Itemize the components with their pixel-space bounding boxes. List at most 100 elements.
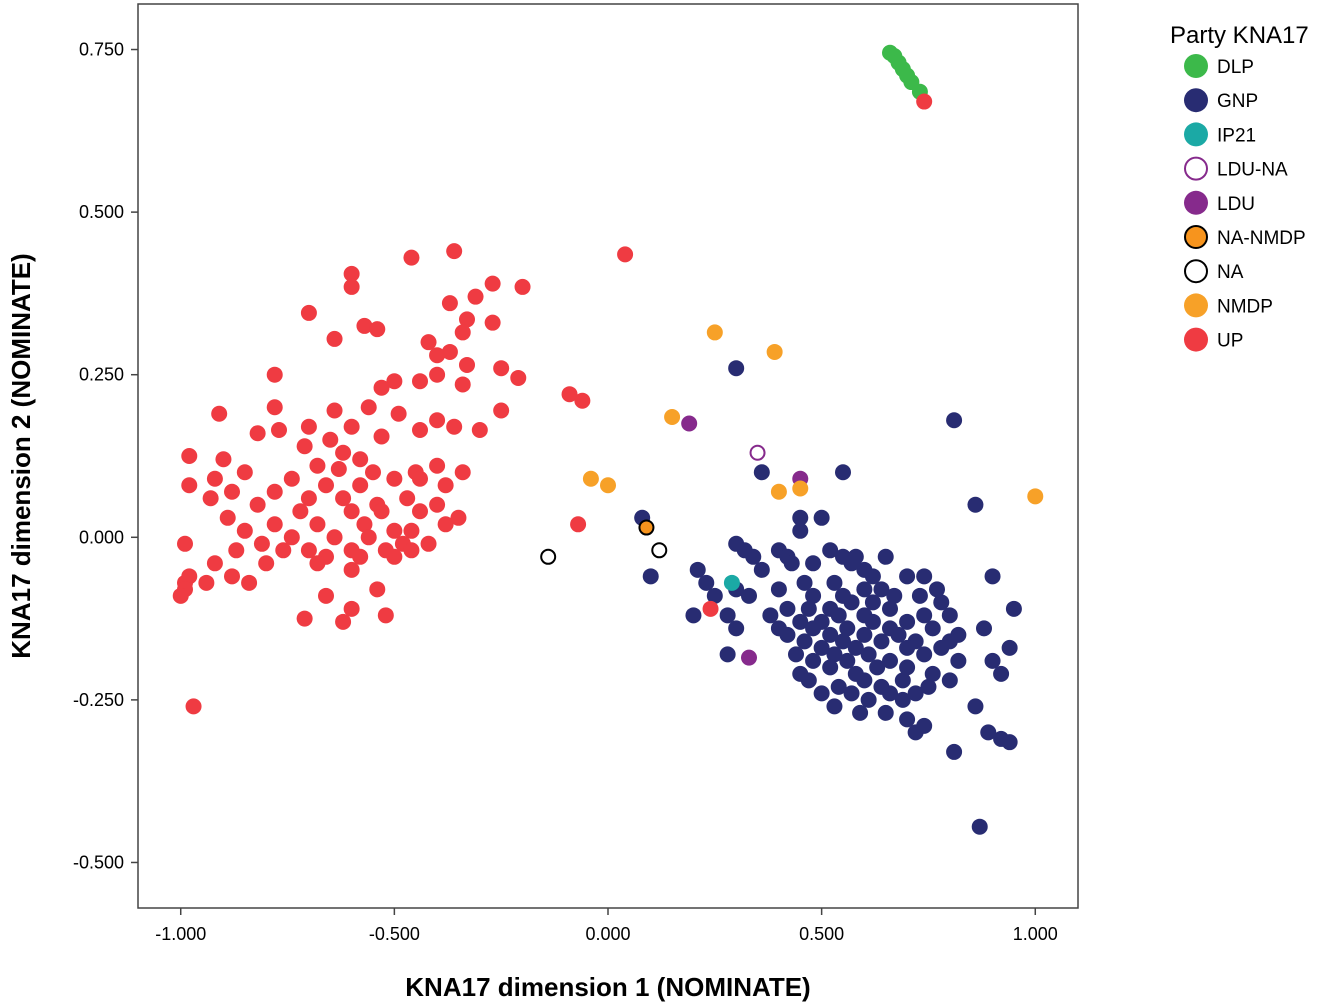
point-up [322, 431, 339, 448]
y-axis: -0.500 -0.250 0.000 0.250 0.500 0.750 [73, 40, 138, 872]
point-gnp [856, 626, 873, 643]
point-nmdp [706, 324, 723, 341]
point-gnp [877, 548, 894, 565]
legend: Party KNA17 DLP GNP IP21 LDU-NA LDU NA-NMDP NA… [1170, 22, 1309, 352]
point-up [437, 516, 454, 533]
legend-marker-na-nmdp [1184, 225, 1208, 249]
point-up [296, 610, 313, 627]
point-nmdp [792, 480, 809, 497]
point-up [574, 392, 591, 409]
point-gnp [941, 672, 958, 689]
legend-label-ldu: LDU [1217, 194, 1255, 215]
point-gnp [860, 646, 877, 663]
point-ldu [741, 649, 757, 666]
point-up [241, 574, 258, 591]
point-up [373, 428, 390, 445]
point-gnp [950, 652, 967, 669]
point-gnp [920, 678, 937, 695]
point-up [172, 587, 189, 604]
point-up [412, 503, 428, 520]
point-gnp [783, 555, 800, 572]
point-gnp [805, 587, 822, 604]
plot-frame [137, 3, 1079, 909]
point-up [617, 246, 634, 263]
point-gnp [882, 685, 898, 702]
point-up [266, 366, 283, 383]
point-up [459, 356, 475, 373]
point-up [446, 418, 463, 435]
point-up [249, 425, 266, 442]
point-up [493, 360, 510, 377]
point-up [275, 542, 292, 559]
point-up [300, 490, 317, 507]
point-na [651, 542, 668, 559]
point-up [343, 600, 360, 617]
point-up [390, 405, 407, 422]
point-gnp [698, 574, 715, 591]
point-up [326, 529, 343, 546]
point-gnp [924, 620, 941, 637]
point-up [343, 418, 360, 435]
point-gnp [822, 542, 839, 559]
point-gnp [967, 496, 984, 513]
point-up [343, 503, 360, 520]
point-up [228, 542, 245, 559]
point-gnp [882, 652, 898, 669]
point-up [343, 278, 360, 295]
point-gnp [899, 659, 916, 676]
point-up [484, 314, 501, 331]
point-up [266, 483, 283, 500]
point-up [441, 295, 458, 312]
point-up [271, 421, 287, 438]
point-gnp [1001, 734, 1018, 751]
point-gnp [924, 665, 941, 682]
data-points [172, 44, 1044, 835]
legend-marker-nmdp [1184, 293, 1208, 318]
point-gnp [899, 639, 916, 656]
point-up [249, 496, 266, 513]
point-gnp [933, 594, 950, 611]
point-up [296, 438, 313, 455]
x-tick-label: 0.000 [585, 924, 630, 944]
point-up [318, 587, 334, 604]
point-gnp [984, 568, 1001, 585]
point-ldu [681, 415, 698, 432]
point-gnp [728, 620, 745, 637]
y-tick-label: -0.500 [73, 852, 124, 872]
point-gnp [826, 574, 843, 591]
point-up [343, 561, 360, 578]
x-tick-label: -1.000 [155, 924, 206, 944]
point-up [343, 265, 360, 282]
point-up [403, 522, 420, 539]
point-ldu-na [749, 444, 766, 461]
legend-marker-ldu [1184, 190, 1208, 215]
point-gnp [971, 818, 988, 835]
point-gnp [792, 613, 809, 630]
point-up [429, 412, 446, 429]
point-up [459, 311, 475, 328]
legend-label-up: UP [1217, 331, 1243, 352]
point-up [510, 369, 527, 386]
point-gnp [796, 574, 813, 591]
point-up [253, 535, 270, 552]
point-up [309, 457, 326, 474]
point-gnp [745, 548, 762, 565]
point-gnp [805, 620, 822, 637]
point-gnp [689, 561, 706, 578]
point-gnp [805, 555, 822, 572]
point-gnp [1001, 639, 1018, 656]
point-up [454, 376, 471, 393]
point-up [429, 366, 446, 383]
point-gnp [826, 646, 843, 663]
point-up [258, 555, 275, 572]
point-up [412, 373, 428, 390]
point-up [300, 304, 317, 321]
point-gnp [753, 464, 770, 481]
legend-title: Party KNA17 [1170, 22, 1309, 49]
point-gnp [813, 509, 830, 526]
point-up [429, 496, 446, 513]
point-up [702, 600, 719, 617]
point-gnp [916, 646, 933, 663]
point-up [224, 568, 240, 585]
